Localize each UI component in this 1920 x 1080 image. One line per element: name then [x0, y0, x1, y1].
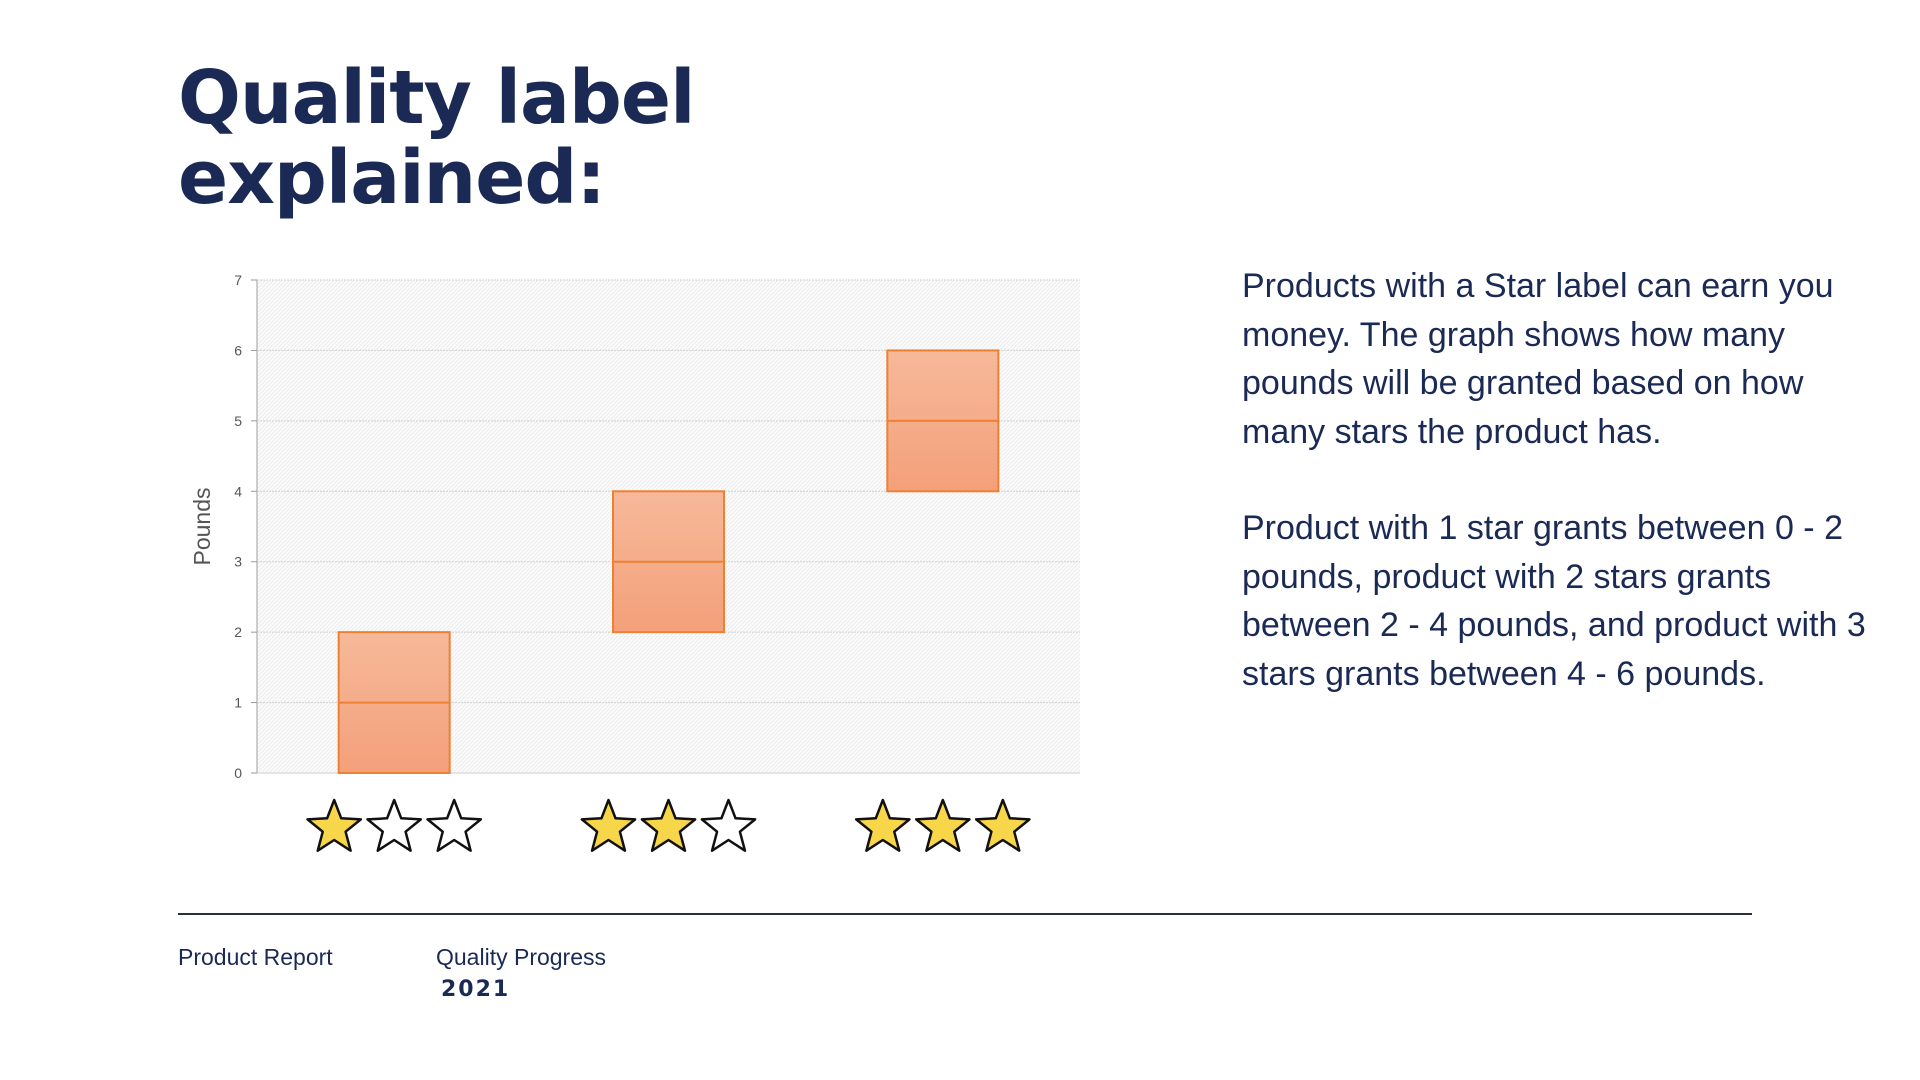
- description-paragraph-2: Product with 1 star grants between 0 - 2…: [1242, 509, 1866, 693]
- star-empty-icon: [366, 798, 423, 852]
- y-tick-label: 4: [234, 483, 242, 499]
- star-filled-icon: [580, 798, 637, 852]
- star-pounds-chart: 0 1 2 3 4 5 6 7 Pounds: [170, 260, 1160, 880]
- footer-progress-label: Quality Progress: [436, 944, 607, 970]
- slide-title: Quality label explained:: [178, 58, 898, 218]
- star-filled-icon: [640, 798, 697, 852]
- y-tick-label: 6: [234, 342, 242, 358]
- y-tick-label: 0: [234, 765, 242, 781]
- description-text: Products with a Star label can earn you …: [1242, 262, 1882, 746]
- description-paragraph-1: Products with a Star label can earn you …: [1242, 267, 1834, 451]
- footer-report-label: Product Report: [178, 944, 333, 970]
- y-tick-label: 3: [234, 554, 242, 570]
- star-filled-icon: [914, 798, 971, 852]
- y-tick-label: 7: [234, 272, 242, 288]
- chart-svg: 0 1 2 3 4 5 6 7 Pounds: [189, 272, 1080, 852]
- star-empty-icon: [426, 798, 483, 852]
- title-line-2: explained:: [178, 135, 606, 221]
- y-axis-label: Pounds: [189, 487, 215, 565]
- star-filled-icon: [974, 798, 1031, 852]
- star-empty-icon: [700, 798, 757, 852]
- y-tick-label: 2: [234, 624, 242, 640]
- star-filled-icon: [306, 798, 363, 852]
- y-tick-label: 5: [234, 413, 242, 429]
- footer-divider: [178, 913, 1752, 915]
- footer-year: 2021: [441, 977, 511, 1002]
- title-line-1: Quality label: [178, 55, 695, 141]
- star-filled-icon: [854, 798, 911, 852]
- y-tick-label: 1: [234, 695, 242, 711]
